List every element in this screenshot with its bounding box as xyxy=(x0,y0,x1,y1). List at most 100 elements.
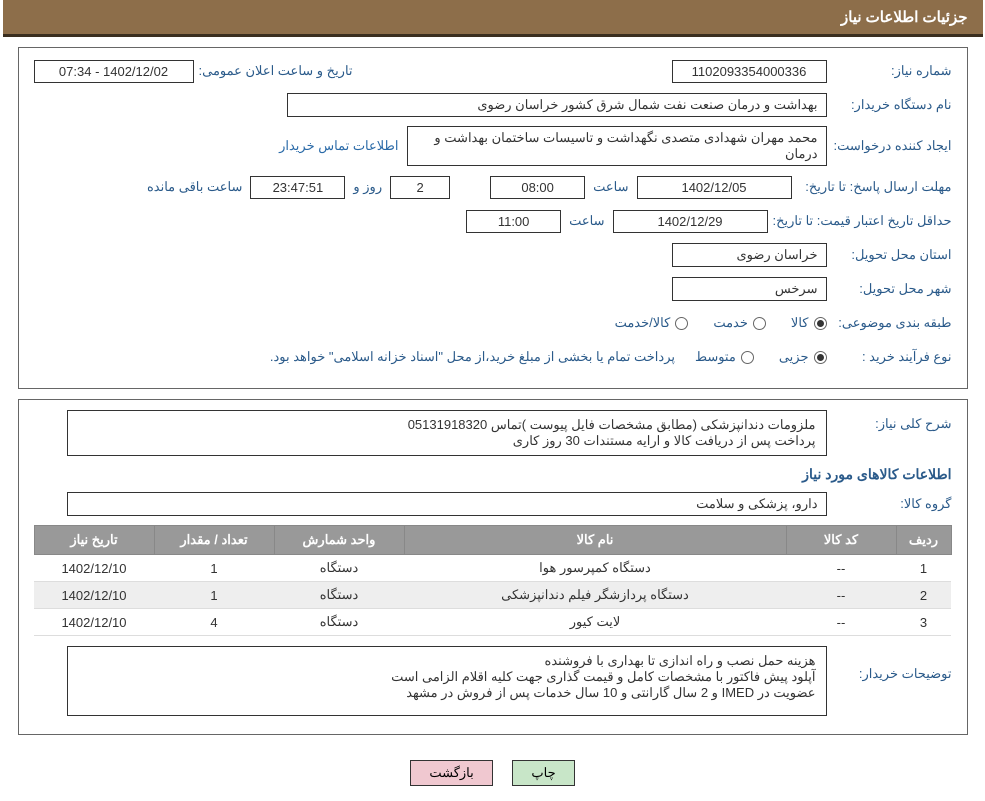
contact-link[interactable]: اطلاعات تماس خریدار xyxy=(279,138,398,154)
goods-group-value: دارو، پزشکی و سلامت xyxy=(67,492,827,516)
cell-code: -- xyxy=(786,609,896,636)
cell-name: دستگاه پردازشگر فیلم دندانپزشکی xyxy=(404,582,786,609)
radio-medium[interactable]: متوسط xyxy=(695,349,754,365)
page-title: جزئیات اطلاعات نیاز xyxy=(841,9,968,26)
countdown: 23:47:51 xyxy=(250,176,345,199)
cell-row: 3 xyxy=(896,609,951,636)
cell-date: 1402/12/10 xyxy=(34,555,154,582)
general-desc-text: ملزومات دندانپزشکی (مطابق مشخصات فایل پی… xyxy=(67,410,827,456)
back-button[interactable]: بازگشت xyxy=(410,760,492,786)
row-requester: ایجاد کننده درخواست: محمد مهران شهدادی م… xyxy=(34,126,952,166)
row-buyer-notes: توضیحات خریدار: هزینه حمل نصب و راه اندا… xyxy=(34,646,952,716)
th-date: تاریخ نیاز xyxy=(34,526,154,555)
items-section-title: اطلاعات کالاهای مورد نیاز xyxy=(34,466,952,483)
table-header-row: ردیف کد کالا نام کالا واحد شمارش تعداد /… xyxy=(34,526,951,555)
days-label: روز و xyxy=(353,179,382,195)
general-desc-label: شرح کلی نیاز: xyxy=(827,410,952,432)
deadline-date: 1402/12/05 xyxy=(637,176,792,199)
radio-partial-label: جزیی xyxy=(779,349,809,365)
price-validity-time: 11:00 xyxy=(466,210,561,233)
row-province: استان محل تحویل: خراسان رضوی xyxy=(34,242,952,268)
radio-partial[interactable]: جزیی xyxy=(779,349,827,365)
row-goods-group: گروه کالا: دارو، پزشکی و سلامت xyxy=(34,491,952,517)
main-container: جزئیات اطلاعات نیاز AriaTender.net شماره… xyxy=(3,0,983,801)
radio-both[interactable]: کالا/خدمت xyxy=(615,315,689,331)
cell-unit: دستگاه xyxy=(274,555,404,582)
requester-label: ایجاد کننده درخواست: xyxy=(827,138,952,154)
city-label: شهر محل تحویل: xyxy=(827,281,952,297)
radio-both-label: کالا/خدمت xyxy=(615,315,671,331)
cell-qty: 1 xyxy=(154,555,274,582)
page-title-bar: جزئیات اطلاعات نیاز xyxy=(3,0,983,37)
items-box: شرح کلی نیاز: ملزومات دندانپزشکی (مطابق … xyxy=(18,399,968,735)
need-number-label: شماره نیاز: xyxy=(827,63,952,79)
row-price-validity: حداقل تاریخ اعتبار قیمت: تا تاریخ: 1402/… xyxy=(34,208,952,234)
row-city: شهر محل تحویل: سرخس xyxy=(34,276,952,302)
deadline-label: مهلت ارسال پاسخ: تا تاریخ: xyxy=(792,179,952,195)
goods-group-label: گروه کالا: xyxy=(827,496,952,512)
purchase-note: پرداخت تمام یا بخشی از مبلغ خرید،از محل … xyxy=(270,349,675,365)
purchase-type-radio-group: جزیی متوسط xyxy=(695,349,827,365)
radio-goods-circle xyxy=(814,317,827,330)
cell-name: دستگاه کمپرسور هوا xyxy=(404,555,786,582)
price-validity-date: 1402/12/29 xyxy=(613,210,768,233)
items-table: ردیف کد کالا نام کالا واحد شمارش تعداد /… xyxy=(34,525,952,636)
remaining-label: ساعت باقی مانده xyxy=(147,179,242,195)
radio-service[interactable]: خدمت xyxy=(713,315,766,331)
row-category: طبقه بندی موضوعی: کالا خدمت کالا/خدمت xyxy=(34,310,952,336)
cell-date: 1402/12/10 xyxy=(34,582,154,609)
cell-code: -- xyxy=(786,555,896,582)
radio-service-label: خدمت xyxy=(713,315,748,331)
cell-row: 2 xyxy=(896,582,951,609)
deadline-time: 08:00 xyxy=(490,176,585,199)
requester-value: محمد مهران شهدادی متصدی نگهداشت و تاسیسا… xyxy=(407,126,827,166)
radio-medium-label: متوسط xyxy=(695,349,736,365)
th-unit: واحد شمارش xyxy=(274,526,404,555)
cell-name: لایت کیور xyxy=(404,609,786,636)
category-label: طبقه بندی موضوعی: xyxy=(827,315,952,331)
announce-date-value: 1402/12/02 - 07:34 xyxy=(34,60,194,83)
need-number-value: 1102093354000336 xyxy=(672,60,827,83)
radio-medium-circle xyxy=(741,351,754,364)
cell-code: -- xyxy=(786,582,896,609)
buyer-notes-line3: عضویت در IMED و 2 سال گارانتی و 10 سال خ… xyxy=(78,685,816,701)
hour-label-1: ساعت xyxy=(593,179,628,195)
th-code: کد کالا xyxy=(786,526,896,555)
radio-service-circle xyxy=(753,317,766,330)
row-deadline: مهلت ارسال پاسخ: تا تاریخ: 1402/12/05 سا… xyxy=(34,174,952,200)
cell-unit: دستگاه xyxy=(274,582,404,609)
table-row: 2 -- دستگاه پردازشگر فیلم دندانپزشکی دست… xyxy=(34,582,951,609)
radio-both-circle xyxy=(675,317,688,330)
table-body: 1 -- دستگاه کمپرسور هوا دستگاه 1 1402/12… xyxy=(34,555,951,636)
th-qty: تعداد / مقدار xyxy=(154,526,274,555)
hour-label-2: ساعت xyxy=(569,213,604,229)
category-radio-group: کالا خدمت کالا/خدمت xyxy=(615,315,827,331)
buyer-notes-text: هزینه حمل نصب و راه اندازی تا بهداری با … xyxy=(67,646,827,716)
cell-unit: دستگاه xyxy=(274,609,404,636)
row-general-desc: شرح کلی نیاز: ملزومات دندانپزشکی (مطابق … xyxy=(34,410,952,456)
general-desc-line2: پرداخت پس از دریافت کالا و ارایه مستندات… xyxy=(78,433,816,449)
row-buyer-org: نام دستگاه خریدار: بهداشت و درمان صنعت ن… xyxy=(34,92,952,118)
radio-goods[interactable]: کالا xyxy=(791,315,827,331)
buyer-org-label: نام دستگاه خریدار: xyxy=(827,97,952,113)
table-row: 1 -- دستگاه کمپرسور هوا دستگاه 1 1402/12… xyxy=(34,555,951,582)
table-row: 3 -- لایت کیور دستگاه 4 1402/12/10 xyxy=(34,609,951,636)
purchase-type-label: نوع فرآیند خرید : xyxy=(827,349,952,365)
row-need-number: شماره نیاز: 1102093354000336 تاریخ و ساع… xyxy=(34,58,952,84)
radio-goods-label: کالا xyxy=(791,315,809,331)
days-remaining: 2 xyxy=(390,176,450,199)
th-row: ردیف xyxy=(896,526,951,555)
buyer-notes-label: توضیحات خریدار: xyxy=(827,646,952,682)
general-desc-line1: ملزومات دندانپزشکی (مطابق مشخصات فایل پی… xyxy=(78,417,816,433)
print-button[interactable]: چاپ xyxy=(512,760,574,786)
announce-date-label: تاریخ و ساعت اعلان عمومی: xyxy=(194,63,353,79)
city-value: سرخس xyxy=(672,277,827,301)
details-box: شماره نیاز: 1102093354000336 تاریخ و ساع… xyxy=(18,47,968,389)
province-value: خراسان رضوی xyxy=(672,243,827,267)
cell-qty: 1 xyxy=(154,582,274,609)
cell-qty: 4 xyxy=(154,609,274,636)
radio-partial-circle xyxy=(814,351,827,364)
cell-date: 1402/12/10 xyxy=(34,609,154,636)
buyer-notes-line1: هزینه حمل نصب و راه اندازی تا بهداری با … xyxy=(78,653,816,669)
buyer-org-value: بهداشت و درمان صنعت نفت شمال شرق کشور خر… xyxy=(287,93,827,117)
